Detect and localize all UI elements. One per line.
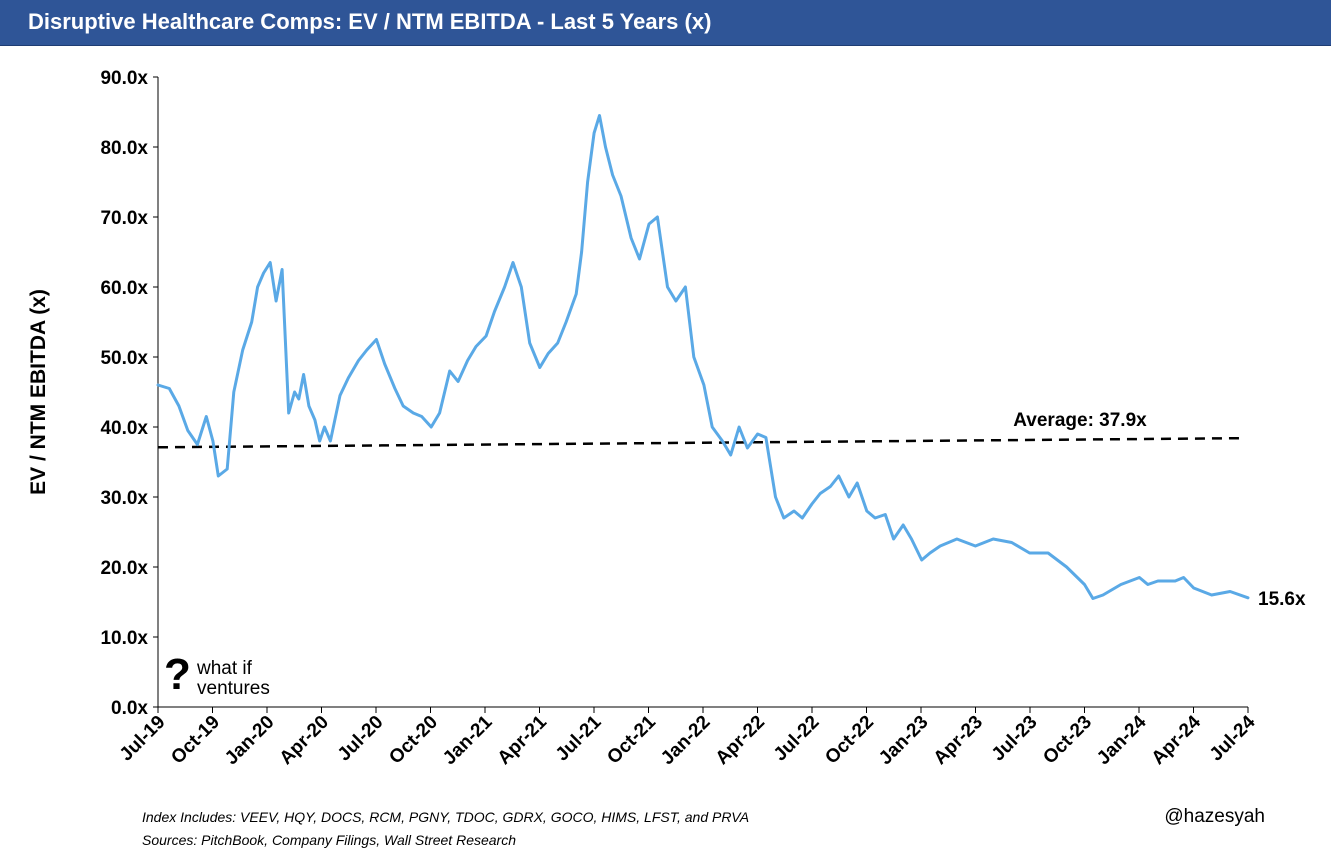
sources-footnote: Sources: PitchBook, Company Filings, Wal… (142, 832, 517, 848)
y-tick-label: 20.0x (100, 558, 148, 579)
series-line (156, 114, 1250, 600)
y-tick-label: 40.0x (100, 418, 148, 439)
x-tick-label: Jul-21 (552, 711, 606, 765)
y-tick-label: 0.0x (111, 698, 148, 719)
x-tick-label: Apr-24 (1148, 711, 1206, 769)
y-tick-label: 90.0x (100, 68, 148, 89)
x-tick-label: Apr-23 (930, 712, 987, 769)
y-tick-label: 10.0x (100, 628, 148, 649)
y-tick-label: 30.0x (100, 488, 148, 509)
y-tick-label: 50.0x (100, 348, 148, 369)
y-tick-label: 80.0x (100, 138, 148, 159)
x-tick-label: Apr-22 (712, 712, 769, 769)
y-tick-label: 60.0x (100, 278, 148, 299)
x-tick-label: Oct-21 (603, 711, 660, 768)
logo-text: what if ventures (197, 659, 270, 699)
y-axis-title: EV / NTM EBITDA (x) (27, 289, 50, 495)
line-chart: 0.0x 10.0x 20.0x 30.0x 40.0x 50.0x 60.0x 70.0x 8… (27, 68, 1306, 769)
x-tick-label: Jan-23 (875, 712, 932, 769)
logo-line-1: what if (197, 658, 252, 679)
what-if-ventures-logo: ? what if ventures (164, 651, 304, 703)
index-footnote: Index Includes: VEEV, HQY, DOCS, RCM, PG… (142, 809, 750, 825)
y-tick-label: 70.0x (100, 208, 148, 229)
x-tick-label: Jan-21 (439, 711, 497, 769)
chart-title: Disruptive Healthcare Comps: EV / NTM EB… (28, 9, 712, 34)
x-tick-label: Oct-22 (821, 712, 878, 769)
x-tick-label: Jan-24 (1093, 711, 1151, 769)
question-mark-icon: ? (164, 650, 191, 699)
x-tick-label: Oct-23 (1039, 712, 1096, 769)
x-tick-label: Jul-20 (334, 712, 388, 766)
x-tick-label: Jan-20 (221, 712, 278, 769)
average-label: Average: 37.9x (1013, 410, 1147, 431)
x-tick-label: Jul-24 (1206, 711, 1260, 765)
x-tick-label: Jul-19 (116, 712, 170, 766)
logo-line-2: ventures (197, 678, 270, 699)
author-handle: @hazesyah (1164, 806, 1265, 827)
x-tick-label: Oct-19 (167, 712, 224, 769)
x-tick-label: Oct-20 (385, 712, 442, 769)
title-bar: Disruptive Healthcare Comps: EV / NTM EB… (0, 0, 1331, 46)
x-tick-label: Jan-22 (657, 712, 714, 769)
end-value-label: 15.6x (1258, 589, 1306, 610)
x-tick-label: Apr-21 (494, 711, 552, 769)
average-line (157, 436, 1241, 449)
x-tick-label: Jul-22 (770, 712, 824, 766)
x-tick-label: Jul-23 (988, 712, 1042, 766)
x-tick-label: Apr-20 (276, 712, 333, 769)
